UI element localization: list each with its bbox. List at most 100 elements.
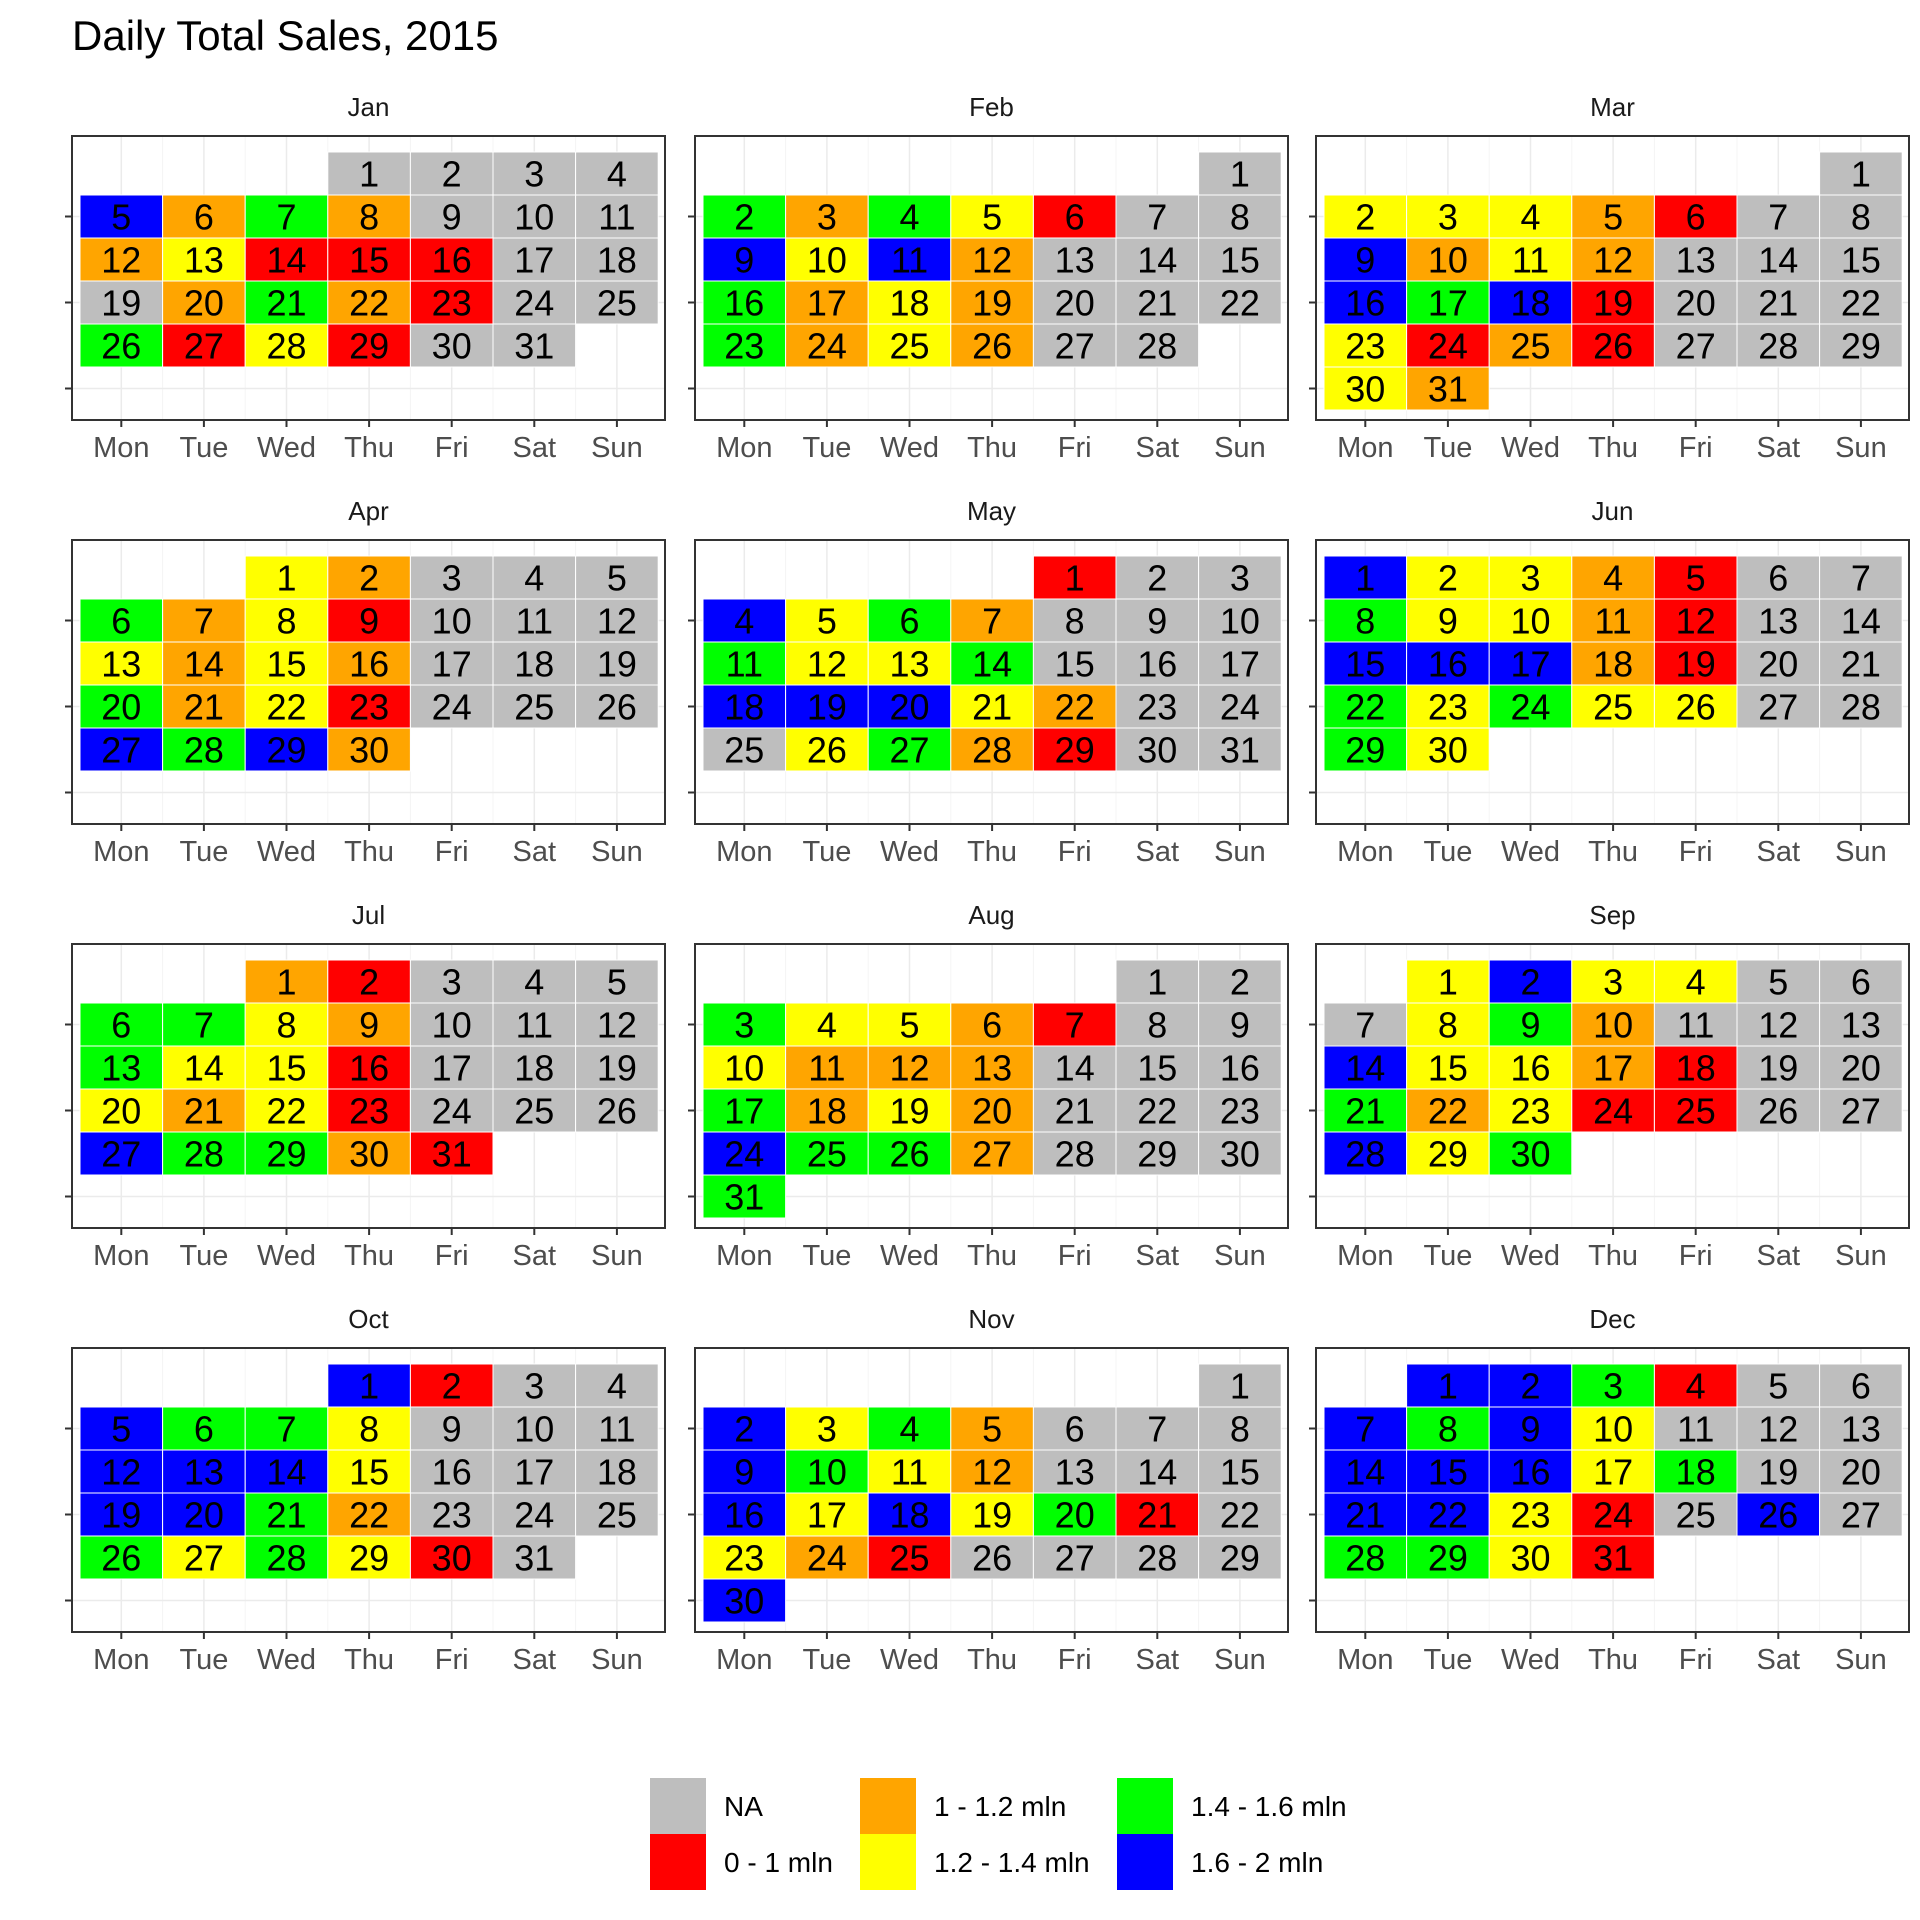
day-tile	[1653, 555, 1738, 600]
day-number: 28	[266, 1538, 306, 1579]
day-number: 10	[1428, 240, 1468, 281]
day-number: 20	[101, 1091, 141, 1132]
day-number: 3	[442, 962, 462, 1003]
day-number: 13	[1758, 601, 1798, 642]
day-number: 4	[1686, 962, 1706, 1003]
day-number: 20	[1758, 644, 1798, 685]
day-tile	[79, 1406, 164, 1451]
day-number: 25	[597, 1495, 637, 1536]
weekday-label: Wed	[1501, 836, 1560, 868]
day-tile	[409, 598, 494, 643]
day-number: 16	[1137, 644, 1177, 685]
day-tile	[1198, 1131, 1282, 1176]
day-tile	[1406, 1492, 1490, 1537]
weekday-label: Fri	[1058, 432, 1092, 464]
weekday-label: Sun	[591, 1240, 643, 1272]
day-number: 19	[1593, 283, 1633, 324]
day-number: 11	[891, 240, 928, 281]
day-number: 5	[982, 1409, 1002, 1450]
day-number: 8	[1438, 1409, 1458, 1450]
day-tile	[409, 151, 494, 196]
day-number: 16	[432, 1452, 472, 1493]
day-tile	[1571, 1088, 1655, 1133]
day-number: 14	[1345, 1452, 1385, 1493]
day-tile	[162, 280, 246, 325]
day-tile	[1571, 1535, 1655, 1580]
legend-label: 1.2 - 1.4 mln	[934, 1847, 1090, 1878]
day-tile	[575, 555, 659, 600]
day-tile	[1032, 1492, 1117, 1537]
day-tile	[79, 1131, 164, 1176]
day-number: 18	[889, 283, 929, 324]
day-tile	[244, 641, 329, 686]
day-tile	[1323, 1406, 1408, 1451]
day-number: 13	[972, 1048, 1012, 1089]
day-tile	[1198, 1406, 1282, 1451]
day-number: 15	[1220, 1452, 1260, 1493]
day-tile	[162, 1492, 246, 1537]
day-tile	[575, 1492, 659, 1537]
day-number: 19	[101, 283, 141, 324]
day-tile	[492, 684, 577, 729]
day-tile	[79, 194, 164, 239]
day-tile	[575, 280, 659, 325]
day-number: 26	[972, 1538, 1012, 1579]
day-number: 3	[734, 1005, 754, 1046]
day-number: 20	[1841, 1048, 1881, 1089]
day-tile	[244, 1088, 329, 1133]
weekday-label: Wed	[1501, 1240, 1560, 1272]
day-number: 20	[1841, 1452, 1881, 1493]
day-tile	[1488, 1088, 1573, 1133]
day-number: 21	[184, 687, 224, 728]
day-number: 14	[1841, 601, 1881, 642]
day-tile	[1198, 684, 1282, 729]
day-number: 28	[1055, 1134, 1095, 1175]
day-tile	[1736, 1363, 1821, 1408]
day-number: 7	[1147, 197, 1167, 238]
day-tile	[1323, 555, 1408, 600]
day-number: 7	[1355, 1409, 1375, 1450]
day-number: 13	[1841, 1409, 1881, 1450]
day-number: 21	[1137, 1495, 1177, 1536]
day-number: 8	[1065, 601, 1085, 642]
day-tile	[785, 323, 869, 368]
day-number: 5	[899, 1005, 919, 1046]
day-tile	[702, 323, 787, 368]
day-number: 8	[276, 601, 296, 642]
day-tile	[575, 684, 659, 729]
day-tile	[1488, 1492, 1573, 1537]
day-tile	[1032, 1535, 1117, 1580]
weekday-label: Tue	[1423, 432, 1472, 464]
day-number: 29	[1220, 1538, 1260, 1579]
weekday-label: Thu	[344, 432, 394, 464]
weekday-label: Tue	[1423, 1644, 1472, 1676]
day-tile	[327, 323, 411, 368]
day-number: 25	[889, 1538, 929, 1579]
day-number: 8	[276, 1005, 296, 1046]
day-number: 4	[524, 558, 544, 599]
day-number: 16	[1510, 1452, 1550, 1493]
day-tile	[950, 237, 1034, 282]
day-tile	[1736, 641, 1821, 686]
day-tile	[1488, 1406, 1573, 1451]
day-number: 12	[101, 240, 141, 281]
day-tile	[1198, 1363, 1282, 1408]
day-number: 23	[1428, 687, 1468, 728]
weekday-label: Sun	[1835, 836, 1887, 868]
day-number: 14	[184, 1048, 224, 1089]
day-tile	[1323, 323, 1408, 368]
day-tile	[162, 1406, 246, 1451]
day-number: 25	[597, 283, 637, 324]
month-label: Jan	[348, 92, 390, 122]
day-tile	[409, 1449, 494, 1494]
day-number: 15	[349, 240, 389, 281]
day-tile	[1406, 1363, 1490, 1408]
day-tile	[244, 280, 329, 325]
day-number: 27	[889, 730, 929, 771]
day-number: 19	[1758, 1452, 1798, 1493]
day-number: 23	[349, 1091, 389, 1132]
day-number: 1	[276, 962, 296, 1003]
day-number: 4	[1603, 558, 1623, 599]
day-tile	[1488, 684, 1573, 729]
legend-label: 0 - 1 mln	[724, 1847, 833, 1878]
